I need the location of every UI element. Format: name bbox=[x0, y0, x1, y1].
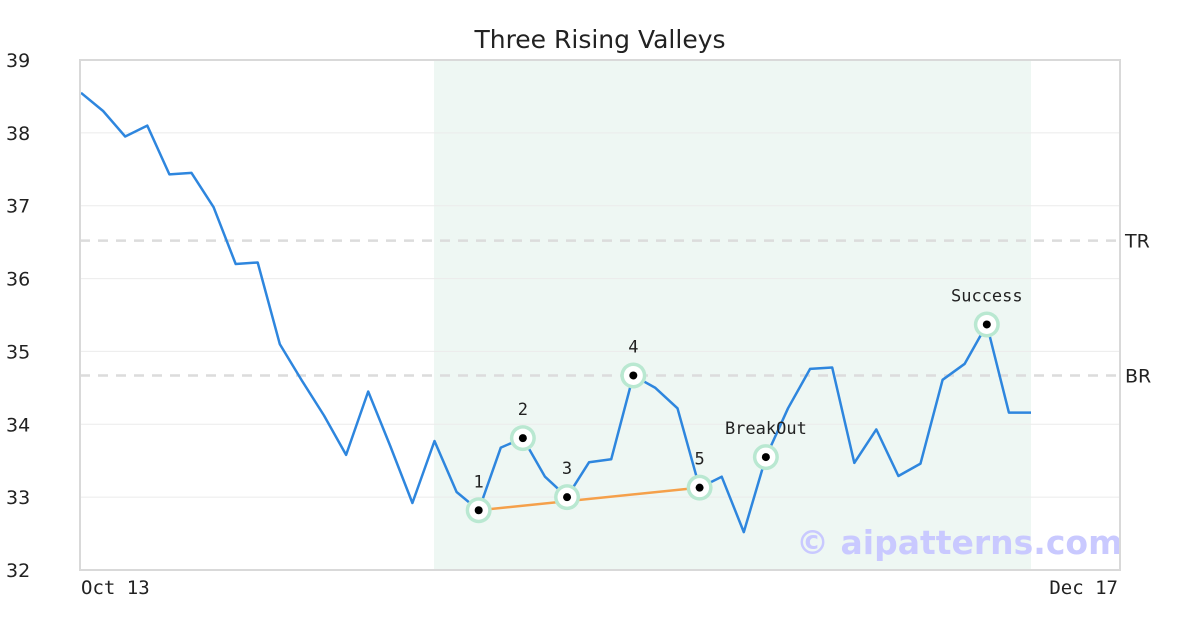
y-tick-label: 38 bbox=[6, 123, 30, 145]
pattern-point-1: 1 bbox=[465, 472, 492, 524]
pattern-point-5: 5 bbox=[686, 450, 713, 501]
annotation-label: 4 bbox=[628, 337, 638, 357]
marker-dot bbox=[563, 493, 572, 502]
watermark: © aipatterns.com bbox=[796, 523, 1122, 562]
y-axis: 32 33 34 35 36 37 38 39 bbox=[6, 50, 30, 582]
pattern-point-2: 2 bbox=[509, 400, 536, 452]
highlight-region bbox=[434, 60, 1031, 570]
level-label-br: BR bbox=[1125, 365, 1151, 387]
trend-line bbox=[478, 486, 700, 512]
pattern-point-success: Success bbox=[951, 286, 1023, 338]
y-tick-label: 34 bbox=[6, 414, 30, 436]
pattern-point-4: 4 bbox=[620, 337, 647, 389]
price-series-line bbox=[80, 91, 1031, 534]
marker-dot bbox=[761, 453, 770, 462]
marker-dot bbox=[695, 483, 704, 492]
y-tick-label: 32 bbox=[6, 560, 30, 582]
annotation-label: BreakOut bbox=[725, 419, 807, 439]
grid bbox=[80, 132, 1120, 498]
marker-dot bbox=[474, 506, 483, 515]
y-tick-label: 39 bbox=[6, 50, 30, 72]
pattern-markers: 1 2 3 4 5 BreakOut Success bbox=[465, 286, 1023, 524]
marker-dot bbox=[518, 434, 527, 443]
level-label-tr: TR bbox=[1124, 231, 1150, 253]
annotation-label: 5 bbox=[694, 450, 704, 470]
chart-title: Three Rising Valleys bbox=[473, 25, 725, 54]
pattern-point-breakout: BreakOut bbox=[725, 419, 807, 471]
annotation-label: 3 bbox=[562, 459, 572, 479]
y-tick-label: 35 bbox=[6, 341, 30, 363]
marker-dot bbox=[629, 371, 638, 380]
annotation-label: 2 bbox=[518, 400, 528, 420]
annotation-label: Success bbox=[951, 286, 1023, 306]
y-tick-label: 36 bbox=[6, 269, 30, 291]
y-tick-label: 37 bbox=[6, 196, 30, 218]
y-tick-label: 33 bbox=[6, 487, 30, 509]
pattern-point-3: 3 bbox=[554, 459, 581, 511]
marker-dot bbox=[982, 320, 991, 329]
plot-frame bbox=[79, 59, 1121, 571]
annotation-label: 1 bbox=[474, 472, 484, 492]
x-tick-label-last: Dec 17 bbox=[1049, 577, 1118, 599]
x-tick-label-first: Oct 13 bbox=[81, 577, 150, 599]
